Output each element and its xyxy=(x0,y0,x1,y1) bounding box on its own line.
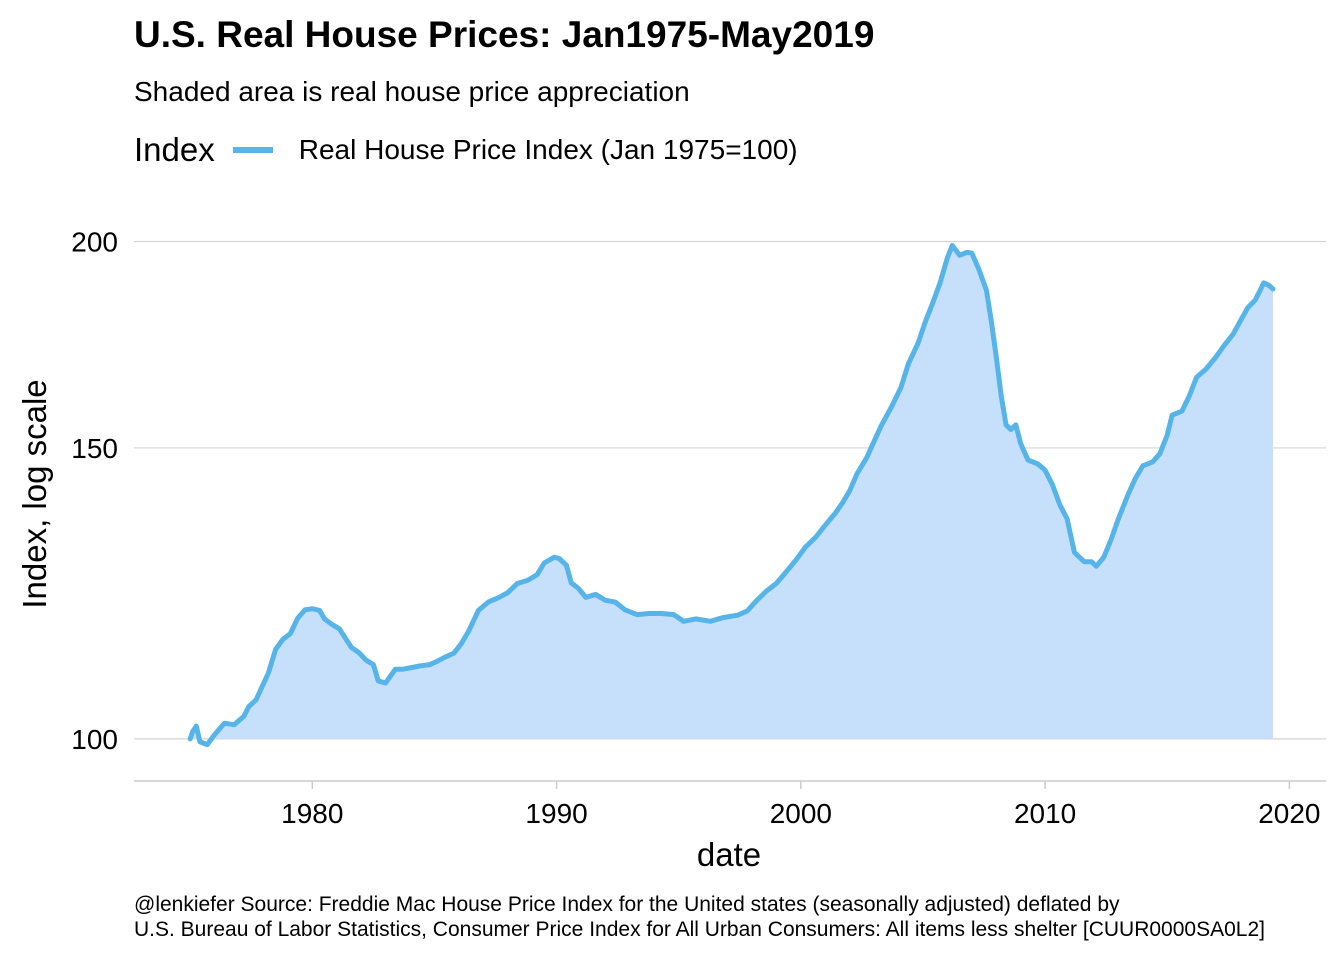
chart-subtitle: Shaded area is real house price apprecia… xyxy=(134,76,690,107)
source-caption: @lenkiefer Source: Freddie Mac House Pri… xyxy=(134,892,1265,942)
y-tick-label: 100 xyxy=(71,724,118,755)
legend-title: Index xyxy=(134,131,215,168)
y-tick-label: 200 xyxy=(71,227,118,258)
x-axis-ticks: 1980 1990 2000 2010 2020 xyxy=(281,781,1321,829)
series-line xyxy=(187,242,1276,748)
caption-line-2: U.S. Bureau of Labor Statistics, Consume… xyxy=(134,918,1265,941)
x-tick-label: 1990 xyxy=(525,798,587,829)
x-tick-label: 2020 xyxy=(1258,798,1320,829)
y-axis-ticks: 100 150 200 xyxy=(71,227,118,755)
x-tick-label: 1980 xyxy=(281,798,343,829)
y-axis-title: Index, log scale xyxy=(16,379,53,608)
x-tick-label: 2010 xyxy=(1014,798,1076,829)
caption-line-1: @lenkiefer Source: Freddie Mac House Pri… xyxy=(134,893,1120,916)
x-axis-title: date xyxy=(697,836,761,873)
appreciation-area xyxy=(190,245,1274,739)
x-tick-label: 2000 xyxy=(770,798,832,829)
legend: Index Real House Price Index (Jan 1975=1… xyxy=(134,130,798,170)
legend-line-key xyxy=(232,147,273,153)
legend-series-label: Real House Price Index (Jan 1975=100) xyxy=(298,134,798,165)
y-tick-label: 150 xyxy=(71,433,118,464)
chart-title: U.S. Real House Prices: Jan1975-May2019 xyxy=(134,14,875,55)
